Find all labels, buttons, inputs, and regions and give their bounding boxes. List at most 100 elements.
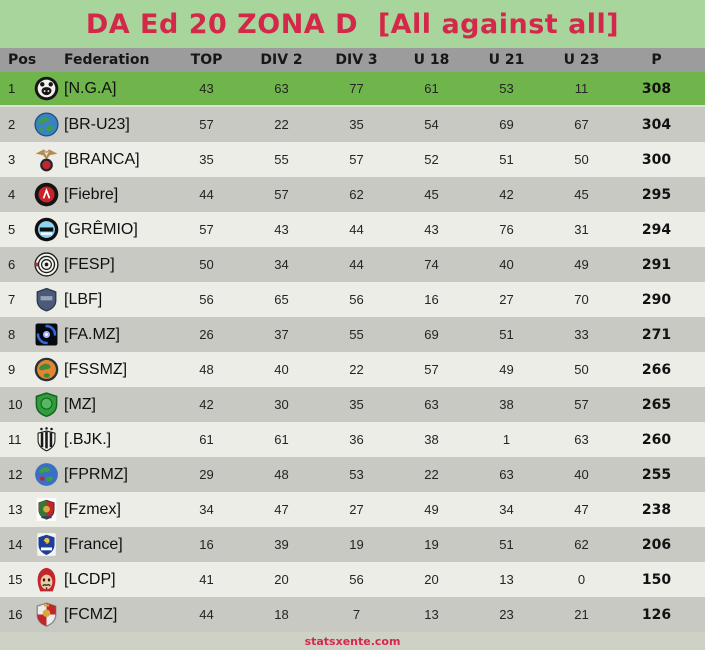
value-cell: 61	[199, 432, 214, 447]
federation-logo-icon	[28, 75, 64, 102]
header-div2: DIV 2	[260, 52, 303, 68]
federation-logo-icon	[28, 426, 64, 453]
table-row: 9 [FSSMZ] 48 40 22 57 49 50 266	[0, 352, 705, 387]
value-cell: 63	[274, 81, 289, 96]
points-cell: 206	[641, 536, 672, 553]
federation-logo-icon	[28, 251, 64, 278]
value-cell: 51	[499, 537, 514, 552]
value-cell: 37	[274, 327, 289, 342]
value-cell: 1	[502, 432, 511, 447]
federation-name: [MZ]	[64, 395, 96, 413]
table-body: 1 [N.G.A] 43 63 77 61 53 11 308 2 [BR-U2…	[0, 72, 705, 632]
value-cell: 31	[574, 222, 589, 237]
federation-name: [France]	[64, 535, 123, 553]
table-row: 15 [LCDP] 41 20 56 20 13 0 150	[0, 562, 705, 597]
position-cell: 2	[8, 117, 16, 132]
value-cell: 43	[199, 81, 214, 96]
table-row: 5 [GRÊMIO] 57 43 44 43 76 31 294	[0, 212, 705, 247]
value-cell: 56	[349, 292, 364, 307]
table-row: 11 [.BJK.] 61 61 36 38 1 63 260	[0, 422, 705, 457]
federation-logo-icon	[28, 531, 64, 558]
value-cell: 44	[349, 257, 364, 272]
value-cell: 16	[424, 292, 439, 307]
federation-name: [Fzmex]	[64, 500, 121, 518]
federation-name: [LCDP]	[64, 570, 116, 588]
table-row: 14 [France] 16 39 19 19 51 62 206	[0, 527, 705, 562]
table-row: 10 [MZ] 42 30 35 63 38 57 265	[0, 387, 705, 422]
position-cell: 8	[8, 327, 16, 342]
value-cell: 74	[424, 257, 439, 272]
value-cell: 61	[274, 432, 289, 447]
value-cell: 40	[499, 257, 514, 272]
value-cell: 56	[349, 572, 364, 587]
value-cell: 50	[574, 152, 589, 167]
federation-name: [.BJK.]	[64, 430, 112, 448]
value-cell: 42	[499, 187, 514, 202]
value-cell: 33	[574, 327, 589, 342]
footer-link[interactable]: statsxente.com	[304, 634, 401, 648]
table-row: 13 [Fzmex] 34 47 27 49 34 47 238	[0, 492, 705, 527]
value-cell: 19	[349, 537, 364, 552]
points-cell: 300	[641, 151, 672, 168]
value-cell: 50	[574, 362, 589, 377]
table-row: 7 [LBF] 56 65 56 16 27 70 290	[0, 282, 705, 317]
value-cell: 22	[424, 467, 439, 482]
value-cell: 51	[499, 152, 514, 167]
federation-logo-icon	[28, 496, 64, 523]
value-cell: 54	[424, 117, 439, 132]
value-cell: 47	[274, 502, 289, 517]
value-cell: 22	[274, 117, 289, 132]
value-cell: 51	[499, 327, 514, 342]
position-cell: 9	[8, 362, 16, 377]
value-cell: 62	[574, 537, 589, 552]
points-cell: 150	[641, 571, 672, 588]
points-cell: 260	[641, 431, 672, 448]
federation-name: [FSSMZ]	[64, 360, 128, 378]
value-cell: 22	[349, 362, 364, 377]
value-cell: 43	[274, 222, 289, 237]
header-u23: U 23	[563, 52, 600, 68]
value-cell: 70	[574, 292, 589, 307]
value-cell: 0	[577, 572, 586, 587]
value-cell: 26	[199, 327, 214, 342]
value-cell: 27	[349, 502, 364, 517]
table-row: 16 [FCMZ] 44 18 7 13 23 21 126	[0, 597, 705, 632]
value-cell: 76	[499, 222, 514, 237]
federation-name: [GRÊMIO]	[64, 220, 138, 238]
value-cell: 30	[274, 397, 289, 412]
value-cell: 61	[424, 81, 439, 96]
points-cell: 304	[641, 116, 672, 133]
value-cell: 20	[274, 572, 289, 587]
value-cell: 63	[574, 432, 589, 447]
position-cell: 3	[8, 152, 16, 167]
position-cell: 6	[8, 257, 16, 272]
value-cell: 55	[349, 327, 364, 342]
value-cell: 57	[274, 187, 289, 202]
value-cell: 44	[199, 607, 214, 622]
position-cell: 7	[8, 292, 16, 307]
value-cell: 69	[499, 117, 514, 132]
value-cell: 56	[199, 292, 214, 307]
value-cell: 57	[349, 152, 364, 167]
federation-name: [FCMZ]	[64, 605, 118, 623]
table-row: 6 [FESP] 50 34 44 74 40 49 291	[0, 247, 705, 282]
points-cell: 294	[641, 221, 672, 238]
position-cell: 5	[8, 222, 16, 237]
value-cell: 29	[199, 467, 214, 482]
federation-logo-icon	[28, 566, 64, 593]
points-cell: 295	[641, 186, 672, 203]
position-cell: 1	[8, 81, 16, 96]
value-cell: 49	[499, 362, 514, 377]
value-cell: 45	[574, 187, 589, 202]
title-band: DA Ed 20 ZONA D [All against all]	[0, 0, 705, 48]
value-cell: 57	[199, 222, 214, 237]
value-cell: 35	[349, 117, 364, 132]
position-cell: 13	[8, 502, 23, 517]
value-cell: 53	[499, 81, 514, 96]
value-cell: 42	[199, 397, 214, 412]
value-cell: 38	[424, 432, 439, 447]
federation-name: [N.G.A]	[64, 79, 117, 97]
federation-logo-icon	[28, 391, 64, 418]
value-cell: 23	[499, 607, 514, 622]
